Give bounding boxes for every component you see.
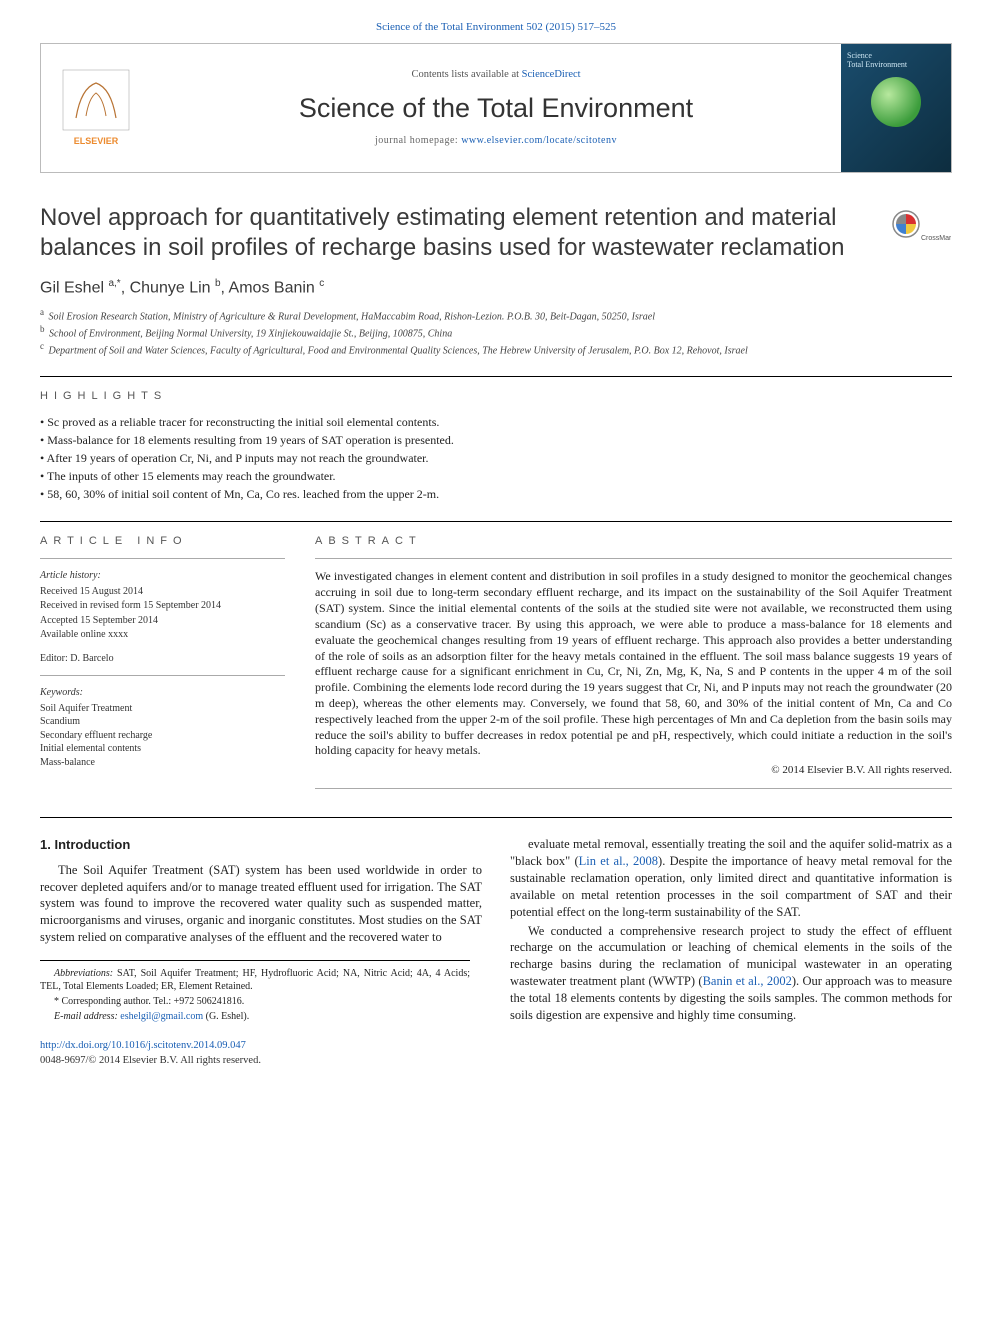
abstract-label: ABSTRACT	[315, 534, 952, 549]
masthead-center: Contents lists available at ScienceDirec…	[151, 44, 841, 172]
citation-link[interactable]: Banin et al., 2002	[703, 974, 792, 988]
highlight-item: Sc proved as a reliable tracer for recon…	[40, 414, 952, 430]
running-head: Science of the Total Environment 502 (20…	[40, 20, 952, 35]
highlight-item: The inputs of other 15 elements may reac…	[40, 468, 952, 484]
editor: Editor: D. Barcelo	[40, 652, 285, 666]
paper-title: Novel approach for quantitatively estima…	[40, 203, 875, 263]
affiliation: c Department of Soil and Water Sciences,…	[40, 341, 952, 357]
intro-p3: We conducted a comprehensive research pr…	[510, 923, 952, 1024]
doi-link[interactable]: http://dx.doi.org/10.1016/j.scitotenv.20…	[40, 1040, 246, 1051]
rule-thin	[315, 558, 952, 559]
intro-p1: The Soil Aquifer Treatment (SAT) system …	[40, 862, 482, 946]
highlight-item: After 19 years of operation Cr, Ni, and …	[40, 450, 952, 466]
masthead: ELSEVIER Contents lists available at Sci…	[40, 43, 952, 173]
publisher-logo: ELSEVIER	[41, 44, 151, 172]
affiliation: a Soil Erosion Research Station, Ministr…	[40, 307, 952, 323]
cover-text2: Total Environment	[847, 61, 945, 70]
history-online: Available online xxxx	[40, 628, 285, 642]
abstract-copyright: © 2014 Elsevier B.V. All rights reserved…	[315, 763, 952, 778]
highlight-item: 58, 60, 30% of initial soil content of M…	[40, 486, 952, 502]
article-info-label: ARTICLE INFO	[40, 534, 285, 549]
contents-prefix: Contents lists available at	[411, 69, 521, 80]
svg-text:CrossMark: CrossMark	[921, 235, 951, 242]
abstract-text: We investigated changes in element conte…	[315, 569, 952, 759]
affiliation: b School of Environment, Beijing Normal …	[40, 324, 952, 340]
email-footnote: E-mail address: eshelgil@gmail.com (G. E…	[40, 1010, 470, 1023]
rule-thin	[40, 675, 285, 676]
journal-cover: Science Total Environment	[841, 44, 951, 172]
history-header: Article history:	[40, 569, 285, 583]
article-history: Article history: Received 15 August 2014…	[40, 569, 285, 642]
authors: Gil Eshel a,*, Chunye Lin b, Amos Banin …	[40, 277, 952, 299]
history-revised: Received in revised form 15 September 20…	[40, 599, 285, 613]
sciencedirect-link[interactable]: ScienceDirect	[522, 69, 581, 80]
keyword: Scandium	[40, 715, 285, 729]
running-head-link[interactable]: Science of the Total Environment 502 (20…	[376, 21, 616, 33]
highlights-label: HIGHLIGHTS	[40, 389, 952, 404]
journal-homepage: journal homepage: www.elsevier.com/locat…	[375, 134, 617, 148]
intro-p2: evaluate metal removal, essentially trea…	[510, 836, 952, 920]
email-link[interactable]: eshelgil@gmail.com	[120, 1011, 203, 1022]
doi-block: http://dx.doi.org/10.1016/j.scitotenv.20…	[40, 1039, 952, 1067]
abbrev-footnote: Abbreviations: SAT, Soil Aquifer Treatme…	[40, 967, 470, 993]
keyword: Soil Aquifer Treatment	[40, 702, 285, 716]
issn-copyright: 0048-9697/© 2014 Elsevier B.V. All right…	[40, 1055, 261, 1066]
homepage-label: journal homepage:	[375, 135, 461, 146]
highlight-item: Mass-balance for 18 elements resulting f…	[40, 432, 952, 448]
rule	[40, 521, 952, 522]
rule	[40, 817, 952, 818]
keywords-header: Keywords:	[40, 686, 285, 700]
crossmark-badge[interactable]: CrossMark	[890, 209, 952, 245]
keyword: Mass-balance	[40, 756, 285, 770]
history-received: Received 15 August 2014	[40, 585, 285, 599]
intro-heading: 1. Introduction	[40, 836, 482, 854]
footnotes: Abbreviations: SAT, Soil Aquifer Treatme…	[40, 960, 470, 1023]
rule	[40, 376, 952, 377]
citation-link[interactable]: Lin et al., 2008	[579, 854, 658, 868]
contents-line: Contents lists available at ScienceDirec…	[411, 68, 580, 82]
rule-thin	[40, 558, 285, 559]
rule-thin	[315, 788, 952, 789]
homepage-url[interactable]: www.elsevier.com/locate/scitotenv	[461, 135, 617, 146]
keywords-block: Keywords: Soil Aquifer TreatmentScandium…	[40, 686, 285, 769]
keyword: Secondary effluent recharge	[40, 729, 285, 743]
cover-graphic	[871, 77, 921, 127]
corresponding-footnote: * Corresponding author. Tel.: +972 50624…	[40, 995, 470, 1008]
body-columns: 1. Introduction The Soil Aquifer Treatme…	[40, 836, 952, 1025]
keyword: Initial elemental contents	[40, 742, 285, 756]
history-accepted: Accepted 15 September 2014	[40, 614, 285, 628]
highlights: Sc proved as a reliable tracer for recon…	[40, 414, 952, 503]
svg-text:ELSEVIER: ELSEVIER	[74, 136, 119, 146]
journal-title: Science of the Total Environment	[299, 90, 693, 126]
